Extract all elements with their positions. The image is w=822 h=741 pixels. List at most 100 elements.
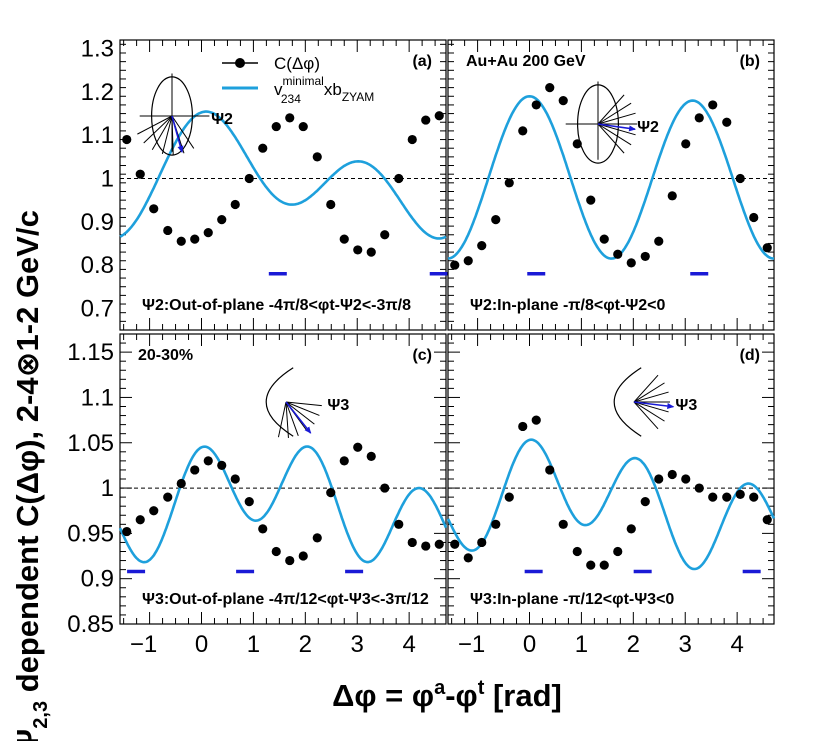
emission-ray: [161, 115, 173, 155]
panel-tag: (a): [412, 53, 432, 70]
data-point: [217, 460, 227, 471]
data-point: [599, 560, 609, 570]
fit-curve: [446, 438, 776, 571]
data-point: [135, 169, 145, 179]
data-point: [450, 260, 460, 270]
data-point: [339, 234, 349, 244]
legend-points-label: C(Δφ): [274, 54, 320, 73]
data-point: [463, 553, 473, 563]
legend: C(Δφ) vminimal 234 xbZYAM: [222, 54, 374, 106]
y-tick-label: 0.95: [67, 520, 114, 547]
data-point: [421, 115, 431, 125]
emission-ray: [597, 94, 625, 125]
data-point: [450, 539, 460, 549]
data-point: [149, 204, 159, 214]
emission-ray: [597, 123, 636, 136]
data-point: [217, 215, 227, 225]
panel-condition: Ψ2:In-plane -π/8<φt-Ψ2<0: [470, 297, 666, 314]
data-point: [504, 178, 514, 188]
data-point: [394, 173, 404, 184]
x-tick-label: 1: [575, 631, 588, 658]
emission-ray: [151, 115, 173, 151]
data-point: [353, 245, 363, 255]
data-point: [190, 234, 200, 244]
data-point: [722, 117, 732, 127]
y-tick-label: 1.05: [67, 430, 114, 457]
panel-b: (b) Au+Au 200 GeV Ψ2:In-plane -π/8<φt-Ψ2<0…: [447, 39, 775, 331]
data-point: [298, 551, 308, 561]
x-tick-label: 3: [351, 631, 364, 658]
data-point: [258, 143, 268, 153]
panel-header: 20-30%: [138, 347, 193, 364]
data-point: [667, 469, 677, 480]
emission-ray: [277, 401, 287, 438]
data-point: [762, 243, 772, 253]
data-point: [312, 152, 322, 162]
emission-ray: [285, 401, 322, 407]
y-tick-label: 0.9: [81, 209, 114, 236]
y-tick-label: 1.1: [81, 122, 114, 149]
panel-tag: (b): [740, 53, 760, 70]
data-point: [339, 456, 349, 466]
y-tick-label: 0.7: [81, 295, 114, 322]
x-tick-label: 2: [299, 631, 312, 658]
reaction-plane-diagram: Ψ2: [565, 81, 659, 164]
data-point: [599, 234, 609, 244]
data-point: [586, 560, 596, 570]
panel-frame: [119, 39, 447, 331]
data-point: [258, 524, 268, 534]
fit-curve: [119, 110, 447, 240]
data-point: [613, 249, 623, 259]
panel-d: −1 0 1 2 3 4 (d) Ψ3:In-plane -π/12<φt-Ψ3<0 Ψ3: [446, 333, 776, 658]
x-tick-label: 4: [402, 631, 415, 658]
reaction-plane-diagram: Ψ2: [137, 73, 233, 156]
data-point: [176, 236, 186, 246]
y-tick-label: 1.3: [81, 36, 114, 63]
data-point: [366, 247, 376, 257]
data-point: [708, 492, 718, 502]
emission-ray: [597, 123, 632, 146]
data-point: [122, 526, 132, 537]
y-tick-label: 0.8: [81, 252, 114, 279]
data-point: [366, 451, 376, 461]
data-point: [654, 236, 664, 246]
data-point: [681, 474, 691, 484]
data-point: [407, 134, 417, 145]
data-point: [122, 134, 132, 145]
data-point: [434, 111, 444, 121]
panel-condition: Ψ3:In-plane -π/12<φt-Ψ3<0: [470, 591, 674, 608]
data-point: [230, 199, 240, 210]
data-point: [135, 515, 145, 525]
emission-ray: [285, 401, 299, 437]
data-point: [163, 492, 173, 502]
data-point: [626, 524, 636, 534]
panel-a: 0.7 0.8 0.9 1 1.1 1.2 1.3 (a) Ψ2:Out-of-plane -4…: [81, 36, 448, 331]
data-point: [531, 415, 541, 425]
panel-frame: [447, 333, 775, 625]
emission-ray: [633, 401, 669, 413]
legend-curve-label: vminimal 234 xbZYAM: [274, 74, 374, 106]
data-point: [640, 497, 650, 507]
reaction-plane-diagram: Ψ3: [265, 367, 349, 438]
x-tick-label: 0: [195, 631, 208, 658]
x-tick-label: −1: [130, 631, 157, 658]
data-point: [518, 421, 528, 432]
y-tick-label: 1: [101, 166, 114, 193]
data-point: [463, 256, 473, 266]
y-tick-label: 1.1: [81, 384, 114, 411]
data-point: [477, 240, 487, 251]
data-point: [380, 230, 390, 240]
y-tick-label: 1: [101, 475, 114, 502]
plane-label: Ψ2: [637, 119, 659, 136]
panel-condition: Ψ3:Out-of-plane -4π/12<φt-Ψ3<-3π/12: [142, 591, 429, 608]
data-point: [491, 519, 501, 529]
trigger-arrow: [597, 123, 637, 132]
emission-ray: [171, 115, 174, 156]
data-point: [434, 539, 444, 549]
data-point: [421, 541, 431, 551]
data-point: [640, 251, 650, 262]
data-point: [518, 126, 528, 136]
plane-label: Ψ3: [327, 397, 349, 414]
data-point: [545, 83, 555, 93]
trigger-arrow: [171, 115, 184, 154]
